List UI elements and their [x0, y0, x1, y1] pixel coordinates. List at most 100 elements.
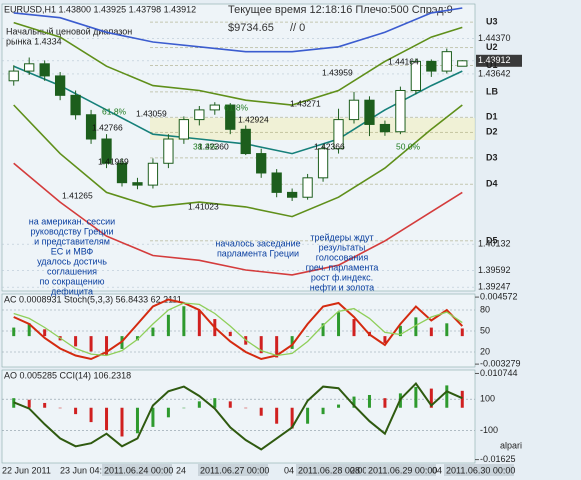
candle-body — [426, 60, 437, 72]
osc-bar — [197, 310, 201, 337]
y2-tick-label: 50 — [480, 325, 490, 335]
candle-body — [209, 104, 220, 111]
time-label: 04 — [432, 465, 442, 475]
osc-bar — [445, 385, 449, 408]
osc-bar — [414, 387, 418, 408]
osc-bar — [259, 407, 263, 416]
overlay-line — [13, 104, 463, 218]
time-box — [366, 464, 436, 476]
osc-bar — [445, 323, 449, 337]
osc-bar — [89, 336, 93, 352]
osc-bar — [182, 407, 186, 409]
osc-bar — [27, 399, 31, 408]
osc-bar — [337, 404, 341, 408]
candle-body — [54, 75, 66, 96]
info: Текущее время 12:18:16 Плечо:500 Спрэд:9 — [228, 4, 453, 16]
y-tick-label: 1.40132 — [478, 239, 511, 249]
price-label: 1.43059 — [136, 108, 167, 118]
osc-bar — [58, 407, 62, 409]
ao-panel — [1, 369, 476, 464]
osc-bar — [352, 396, 356, 408]
osc-bar — [321, 323, 325, 337]
price-label: 1.41023 — [188, 201, 219, 211]
fib-label: 61.8% — [102, 106, 127, 116]
news-text: и представителям — [34, 236, 110, 246]
price-label: 1.42366 — [314, 141, 345, 151]
news-text: греч. парламента — [306, 262, 379, 272]
main-panel — [1, 3, 476, 292]
osc-bar — [383, 336, 387, 343]
osc-bar — [460, 390, 464, 408]
candle-body — [147, 162, 159, 186]
time-box — [102, 464, 172, 476]
pivot-label: D5 — [486, 235, 498, 245]
news-text: на американ. сессии — [29, 216, 115, 226]
overlay-line — [13, 7, 463, 53]
news-text: нефти и золота — [310, 282, 374, 292]
osc-bar — [306, 407, 310, 424]
price-label: 1.42360 — [198, 141, 229, 151]
candle-body — [271, 172, 282, 193]
candle-body — [132, 182, 143, 186]
ao-title: AO 0.005285 CCI(14) 106.2318 — [4, 370, 131, 380]
ac-panel — [1, 293, 476, 368]
osc-line — [13, 381, 463, 451]
candle-body — [163, 138, 174, 164]
osc-bar — [429, 388, 433, 408]
osc-line — [13, 302, 463, 357]
osc-bar — [244, 407, 248, 409]
fib-label: 61.8% — [224, 102, 249, 112]
candle-body — [441, 51, 452, 72]
candle-body — [457, 60, 468, 67]
pivot-label: U3 — [486, 16, 498, 26]
time-label: 23 Jun 04:00 — [60, 465, 112, 475]
candle-body — [101, 138, 112, 164]
candle-body — [364, 99, 375, 125]
pivot-label: D4 — [486, 179, 498, 189]
time-box — [198, 464, 268, 476]
osc-bar — [105, 336, 109, 355]
osc-bar — [27, 323, 31, 337]
pivot-label: LB — [486, 86, 498, 96]
range-value: рынка 1.4334 — [6, 36, 62, 46]
fib-label: 50.0% — [396, 141, 421, 151]
news-text: рост ф.индекс. — [311, 272, 373, 282]
candle-body — [194, 109, 205, 121]
y-tick-label: -0.003279 — [480, 358, 521, 368]
news-text: руководству Греции — [31, 226, 114, 236]
time-label: 24 — [176, 465, 186, 475]
osc-bar — [414, 317, 418, 337]
osc-bar — [105, 407, 109, 431]
extra: // 0 — [290, 22, 305, 34]
overlay-line — [13, 162, 463, 276]
y-tick-label: 0.004572 — [480, 291, 518, 301]
y-tick-label: 1.43912 — [478, 55, 511, 65]
news-text: по сокращению — [40, 276, 105, 286]
candle-body — [333, 119, 344, 150]
osc-bar — [166, 314, 170, 337]
osc-bar — [429, 327, 433, 337]
price-label: 1.41969 — [98, 156, 129, 166]
time-label: 22 Jun 2011 — [2, 465, 51, 475]
y-tick-label: 0.010744 — [480, 368, 518, 378]
current-price-box — [476, 54, 522, 67]
time-label: 2011.06.29 00:00 — [368, 465, 437, 475]
candle-body — [178, 119, 190, 140]
osc-bar — [43, 329, 47, 337]
time-label: 28 — [350, 465, 360, 475]
candle-body — [256, 153, 267, 174]
y-tick-label: 1.44370 — [478, 33, 511, 43]
candle-body — [8, 70, 19, 82]
time-label: 2011.06.24 00:00 — [104, 465, 173, 475]
pivot-label: D3 — [486, 152, 498, 162]
candle-body — [225, 104, 236, 130]
osc-bar — [74, 336, 78, 347]
ac-title: AC 0.0008931 Stoch(5,3,3) 56.8433 62.211… — [4, 294, 182, 304]
osc-bar — [321, 407, 325, 415]
overlay-line — [13, 21, 463, 106]
osc-bar — [228, 331, 232, 337]
time-label: 2011.06.30 00:00 — [446, 465, 515, 475]
range-title: Начальный ценовой диапазон — [6, 26, 132, 36]
